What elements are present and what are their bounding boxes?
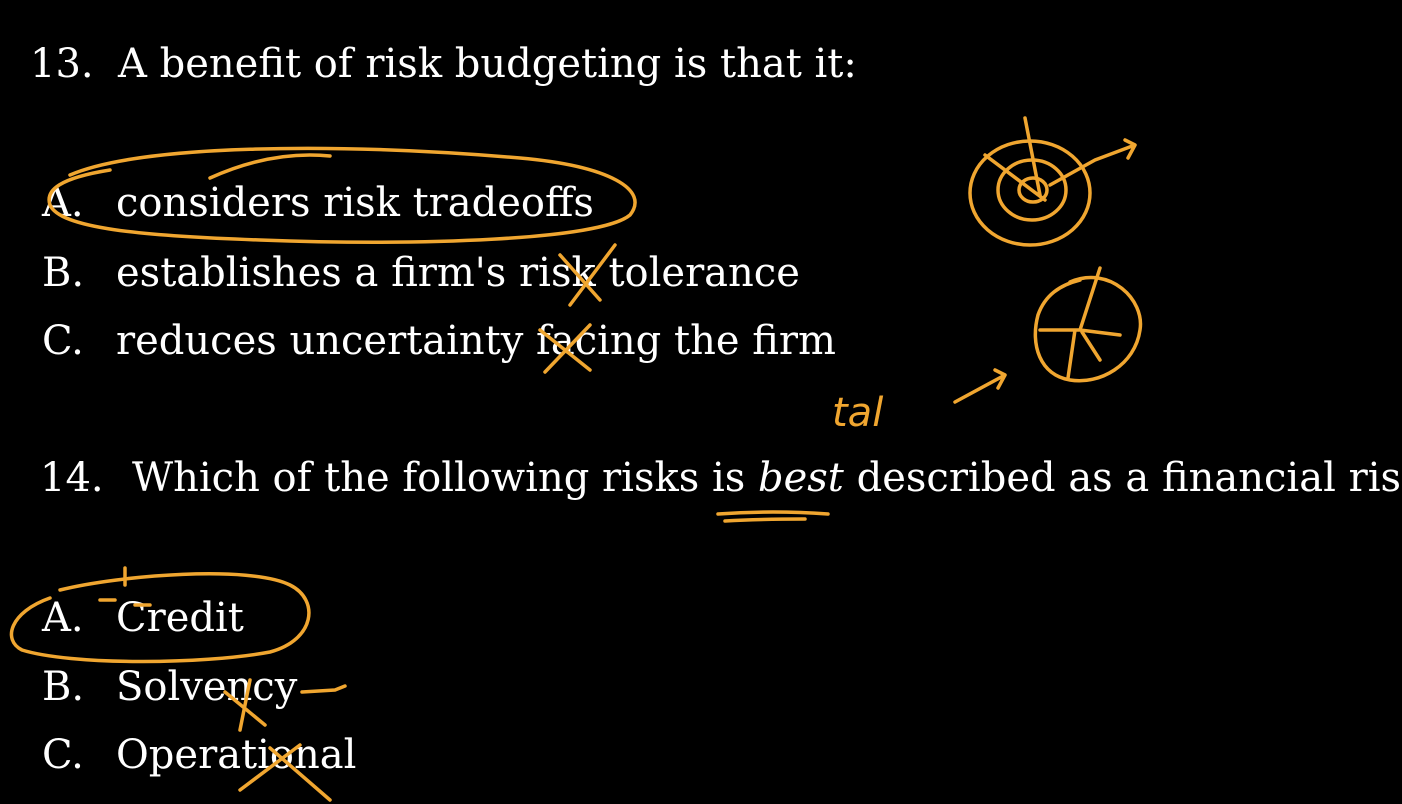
option-text: considers risk tradeoffs [116, 180, 594, 226]
option-text: Operational [116, 732, 357, 778]
question-14-text-before: Which of the following risks is [132, 455, 758, 501]
underline-best [716, 510, 830, 523]
option-letter: C. [42, 318, 84, 364]
question-13-number: 13. [30, 41, 94, 87]
question-14-emphasis: best [758, 455, 844, 501]
question-14-stem: 14. Which of the following risks is best … [40, 458, 1402, 498]
option-text: reduces uncertainty facing the firm [116, 318, 836, 364]
option-text: establishes a firm's risk tolerance [116, 250, 800, 296]
target-sketch [968, 116, 1137, 247]
handwritten-note: tal [832, 390, 883, 436]
option-letter: A. [42, 180, 84, 226]
question-13-stem: 13. A benefit of risk budgeting is that i… [30, 44, 857, 84]
question-14-option-c: C. Operational [42, 735, 356, 775]
question-13-text: A benefit of risk budgeting is that it: [118, 41, 857, 87]
option-letter: A. [42, 595, 84, 641]
question-14-option-b: B. Solvency [42, 667, 297, 707]
pie-sketch [953, 266, 1143, 404]
question-13-option-c: C. reduces uncertainty facing the firm [42, 321, 836, 361]
question-13-option-b: B. establishes a firm's risk tolerance [42, 253, 800, 293]
option-text: Solvency [116, 664, 298, 710]
option-text: Credit [116, 595, 244, 641]
question-14-text-after: described as a financial risk? [843, 455, 1402, 501]
circle-stroke-accent [208, 153, 332, 180]
option-letter: B. [42, 250, 85, 296]
question-13-option-a: A. considers risk tradeoffs [42, 183, 594, 223]
question-14-number: 14. [40, 455, 104, 501]
question-14-option-a: A. Credit [42, 598, 244, 638]
option-letter: C. [42, 732, 84, 778]
option-letter: B. [42, 664, 85, 710]
